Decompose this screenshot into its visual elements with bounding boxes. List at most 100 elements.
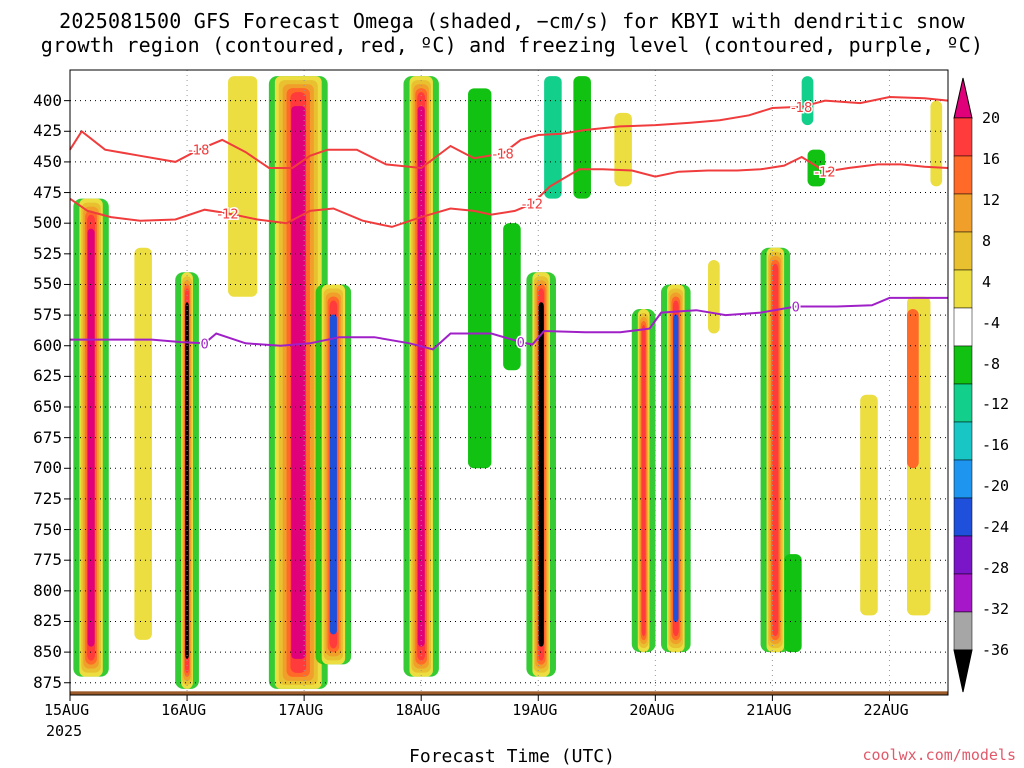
omega-band-core: [772, 277, 778, 623]
contour-label: -12: [814, 166, 835, 181]
colorbar-segment-12: [953, 535, 973, 575]
chart-title: 2025081500 GFS Forecast Omega (shaded, −…: [59, 9, 965, 33]
colorbar-label: -20: [982, 477, 1010, 496]
y-tick-label: 400: [33, 90, 62, 110]
colorbar-segment-3: [953, 193, 973, 233]
colorbar-segment-9: [953, 421, 973, 461]
y-tick-label: 700: [33, 458, 62, 478]
colorbar-bottom-arrow: [953, 649, 973, 693]
y-tick-label: 475: [33, 182, 62, 202]
colorbar-label: 16: [982, 149, 1001, 168]
y-tick-label: 725: [33, 488, 62, 508]
omega-band-0: [73, 198, 109, 677]
colorbar-label: -36: [982, 641, 1010, 659]
x-tick-label: 22AUG: [863, 701, 909, 719]
contour-line-m12: [69, 155, 949, 228]
omega-band-core: [641, 338, 646, 623]
colorbar-segment-8: [953, 383, 973, 423]
x-tick-label: 15AUG: [44, 701, 90, 719]
colorbar-segment-2: [953, 155, 973, 195]
x-axis-year: 2025: [46, 722, 83, 740]
omega-band-core: [417, 106, 425, 647]
contour-label: 0: [517, 336, 525, 351]
omega-band-4: [403, 76, 439, 677]
omega-band-3: [315, 284, 352, 665]
colorbar-label: -4: [982, 313, 1001, 332]
contour-line-m18: [69, 95, 949, 170]
omega-patch-1: [228, 76, 258, 297]
y-tick-label: 575: [33, 305, 62, 325]
omega-band-2: [268, 76, 328, 689]
chart-subtitle: growth region (contoured, red, ºC) and f…: [40, 33, 984, 57]
colorbar-label: -16: [982, 436, 1010, 455]
colorbar-label: 8: [982, 231, 992, 250]
colorbar-segment-5: [953, 269, 973, 309]
y-tick-label: 500: [33, 213, 62, 233]
omega-band-8: [760, 247, 791, 653]
omega-band-core: [87, 228, 95, 647]
y-tick-label: 525: [33, 243, 62, 263]
x-tick-label: 19AUG: [512, 701, 558, 719]
y-tick-label: 825: [33, 611, 62, 631]
contour-label: -18: [791, 101, 812, 116]
y-tick-label: 750: [33, 519, 62, 539]
y-tick-label: 650: [33, 397, 62, 416]
colorbar-label: -8: [982, 354, 1001, 373]
omega-patch-4: [573, 76, 591, 199]
omega-patch-3: [503, 223, 521, 371]
omega-band-core: [538, 302, 544, 647]
omega-patch-8: [801, 76, 814, 126]
y-tick-label: 450: [33, 151, 62, 171]
contour-label: -18: [493, 147, 514, 162]
y-tick-label: 625: [33, 366, 62, 386]
x-tick-label: 17AUG: [278, 701, 324, 719]
y-tick-label: 425: [33, 121, 62, 141]
omega-patch-2: [468, 88, 492, 469]
plot-frame: [69, 69, 949, 696]
colorbar-label: 20: [982, 109, 1001, 127]
colorbar-segment-1: [953, 117, 973, 157]
terrain-strip: [70, 691, 948, 695]
colorbar-segment-7: [953, 345, 973, 385]
y-tick-label: 850: [33, 642, 62, 662]
omega-band-core: [291, 106, 306, 659]
contour-label: 0: [200, 337, 208, 352]
x-tick-label: 16AUG: [161, 701, 207, 719]
credit-link[interactable]: coolwx.com/models: [862, 746, 1016, 764]
omega-patch-6: [614, 112, 632, 187]
y-tick-label: 600: [33, 335, 62, 355]
colorbar-label: -32: [982, 600, 1010, 619]
colorbar-label: -28: [982, 559, 1010, 578]
x-tick-label: 20AUG: [629, 701, 675, 719]
colorbar-segment-11: [953, 497, 973, 537]
contour-label: -18: [188, 144, 209, 159]
x-tick-label: 18AUG: [395, 701, 441, 719]
omega-patch-13: [907, 308, 919, 469]
omega-band-5: [526, 272, 556, 677]
x-tick-label: 21AUG: [746, 701, 792, 719]
colorbar-label: -12: [982, 395, 1010, 414]
contour-label: 0: [792, 301, 800, 316]
omega-patch-11: [860, 394, 878, 616]
omega-patch-5: [544, 76, 562, 199]
colorbar-label: 12: [982, 190, 1001, 209]
omega-band-core: [329, 314, 337, 635]
colorbar-segment-10: [953, 459, 973, 499]
omega-patch-0: [134, 247, 152, 640]
colorbar-segment-13: [953, 573, 973, 613]
contour-label: -12: [522, 198, 543, 213]
colorbar-top-arrow: [953, 77, 973, 119]
x-axis-title: Forecast Time (UTC): [409, 746, 615, 767]
colorbar-segment-4: [953, 231, 973, 271]
y-tick-label: 675: [33, 427, 62, 447]
omega-patch-7: [708, 259, 720, 334]
omega-patch-9: [807, 149, 826, 187]
contour-line-0: [70, 296, 948, 351]
colorbar-segment-14: [953, 611, 973, 651]
y-tick-label: 550: [33, 274, 62, 294]
colorbar-label: 4: [982, 272, 992, 291]
contour-label: -12: [217, 207, 238, 222]
colorbar-label: -24: [982, 518, 1010, 537]
colorbar-segment-6: [953, 307, 973, 347]
